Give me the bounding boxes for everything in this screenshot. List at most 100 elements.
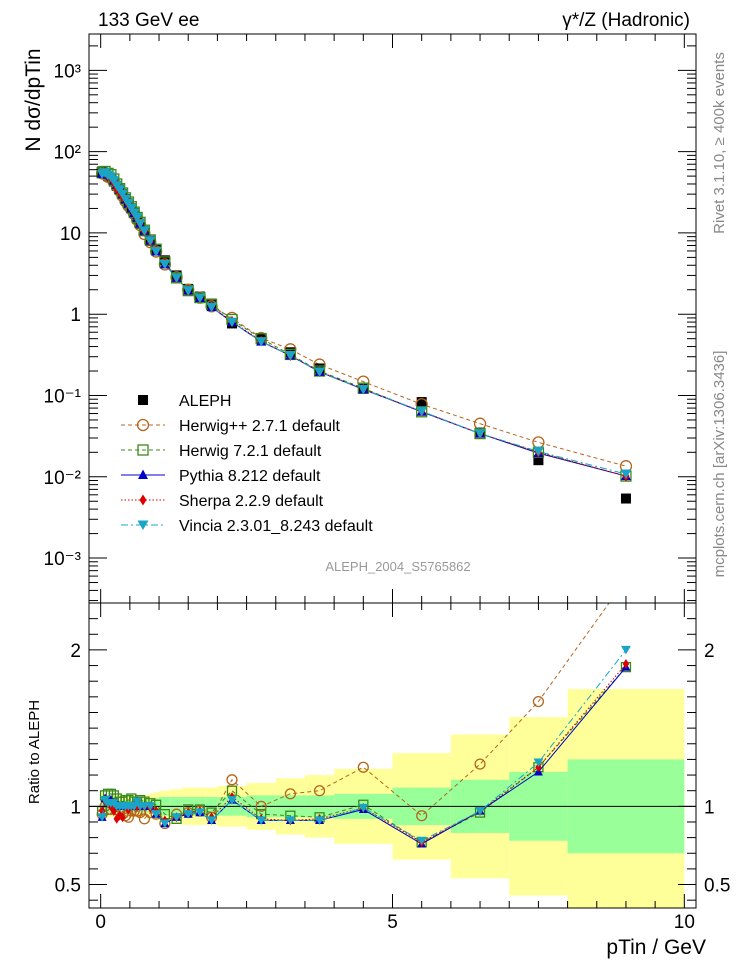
y-axis-title-main: N dσ/dpTin [22,48,45,151]
ratio-y-tick-label: 1 [704,797,715,818]
main-point-vincia [171,273,183,283]
legend-label-pythia: Pythia 8.212 default [179,468,321,485]
main-point-vincia [159,259,171,270]
ratio-point-vincia [206,816,217,825]
ratio-point-herwig [138,813,151,825]
ratio-point-vincia [132,797,143,807]
ratio-point-sherpa [622,659,630,669]
y-tick-label: 10⁻² [44,468,82,489]
main-point-vincia [122,199,134,209]
ratio-point-vincia [358,803,369,813]
ratio-point-vincia [475,806,485,816]
ratio-point-vincia [159,819,170,829]
main-point-vincia [532,446,544,457]
ratio-point-vincia [183,810,194,819]
main-point-vincia [255,337,267,347]
ratio-point-vincia [256,816,267,825]
main-point-aleph [620,493,631,504]
main-point-vincia [150,247,162,257]
header-right: γ*/Z (Hadronic) [562,10,690,31]
y-tick-label: 10⁻³ [44,549,82,570]
main-point-vincia [194,293,206,304]
ratio-point-herwig [532,695,545,708]
main-point-vincia [144,236,156,246]
main-point-vincia [284,351,296,361]
y-tick-label: 10 [60,224,81,245]
ratio-point-sherpa [110,806,117,816]
main-curves [95,165,633,504]
main-point-vincia [226,317,238,328]
ratio-point-herwig [313,785,326,797]
mcplots-label: mcplots.cern.ch [arXiv:1306.3436] [711,351,728,578]
x-tick-label: 10 [674,912,695,933]
header-left: 133 GeV ee [98,10,199,31]
legend-label-sherpa: Sherpa 2.2.9 default [179,493,324,510]
rivet-label: Rivet 3.1.10, ≥ 400k events [711,52,728,234]
legend-marker-pythia [138,469,148,479]
main-point-vincia [357,384,369,395]
ratio-point-herwig [474,758,486,770]
y-tick-label: 10³ [54,61,81,82]
ratio-y-tick-label: 0.5 [55,876,81,897]
legend-marker-vincia [137,520,149,530]
main-point-vincia [206,302,218,313]
main-point-vincia [131,212,143,223]
y-axis-title-ratio: Ratio to ALEPH [26,700,43,804]
legend-marker-herwig [137,444,149,456]
main-point-aleph [416,397,427,408]
ratio-point-vincia [171,813,182,822]
ratio-point-sherpa [535,762,542,773]
main-point-vincia [117,189,129,200]
ratio-y-tick-label: 0.5 [704,876,730,897]
y-tick-label: 10² [54,143,81,164]
y-tick-label: 10⁻¹ [44,386,82,407]
ratio-point-herwig [284,788,296,800]
ratio-point-vincia [97,813,108,822]
ratio-point-vincia [227,796,237,805]
main-point-herwig [532,436,545,449]
main-point-aleph [533,455,544,466]
x-axis-title: pTin / GeV [606,936,706,959]
legend-label-herwig: Herwig 7.2.1 default [179,443,322,460]
x-tick-label: 5 [387,912,398,933]
ratio-point-vincia [194,808,205,818]
main-point-vincia [182,286,194,296]
ratio-point-vincia [533,758,544,768]
ratio-curves [96,575,632,848]
main-point-vincia [474,429,486,439]
ratio-point-vincia [145,802,156,811]
ratio-point-herwig [357,761,369,773]
ratio-y-tick-label: 2 [70,641,81,662]
y-tick-label: 1 [70,305,81,326]
ratio-point-herwig [255,800,267,812]
legend-label-aleph: ALEPH [179,393,231,410]
ratio-point-herwig [621,575,631,585]
legend-marker-sherpa [139,494,147,506]
legend-label-herwig: Herwig++ 2.7.1 default [179,418,341,435]
legend-marker-aleph [138,395,148,405]
ratio-point-vincia [621,645,631,655]
ratio-point-vincia [416,836,427,846]
main-point-vincia [138,226,150,236]
ratio-point-herwig [226,774,238,786]
ratio-y-tick-label: 2 [704,641,715,662]
ratio-point-vincia [151,810,162,819]
main-point-vincia [620,469,632,480]
main-point-vincia [108,176,120,186]
ratio-y-tick-label: 1 [70,797,81,818]
ratio-point-vincia [285,816,296,825]
axis-ticks: 0 5 10 10⁻³ 10⁻² 10⁻¹ 1 10 10² 10³ 0.5 0.5 1 1 2 2 [44,34,730,933]
legend-marker-herwig [136,418,150,432]
main-point-vincia [416,406,428,417]
ratio-point-sherpa [119,812,126,823]
ratio-point-sherpa [116,810,123,821]
legend: ALEPH Herwig++ 2.7.1 default Herwig 7.2.1 … [121,393,373,535]
main-point-vincia [314,367,326,377]
analysis-tag: ALEPH_2004_S5765862 [325,559,470,574]
ratio-point-herwig [416,810,428,822]
legend-label-vincia: Vincia 2.3.01_8.243 default [179,518,373,535]
x-tick-label: 0 [95,912,106,933]
ratio-point-vincia [314,816,325,825]
